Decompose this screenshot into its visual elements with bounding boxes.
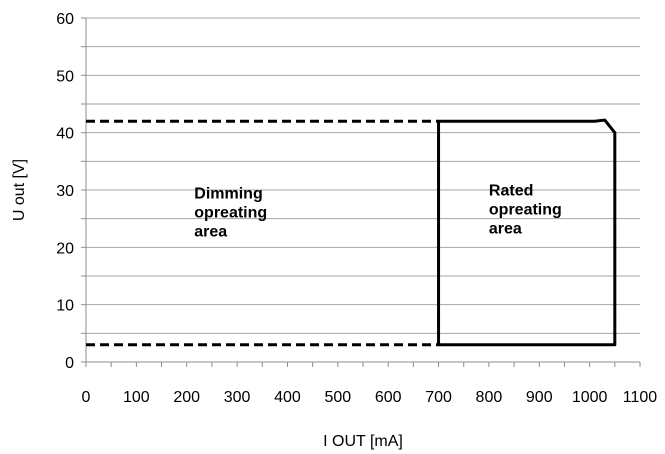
x-tick-label: 1000	[572, 389, 608, 406]
x-tick-label: 900	[526, 389, 553, 406]
x-tick-label: 600	[375, 389, 402, 406]
x-tick-label: 800	[476, 389, 503, 406]
y-tick-label: 40	[56, 126, 74, 143]
y-axis-title: U out [V]	[11, 159, 28, 221]
series-layer	[86, 118, 617, 347]
x-tick-label: 500	[324, 389, 351, 406]
annotation-line: area	[194, 224, 227, 241]
x-tick-label: 1100	[623, 389, 658, 406]
annotation-line: opreating	[489, 202, 562, 219]
annotations: Dimming opreating area Rated opreating area	[194, 183, 562, 241]
x-tick-label: 0	[82, 389, 91, 406]
y-tick-label: 20	[56, 240, 74, 257]
annotation-line: area	[489, 221, 522, 238]
annotation-2: Rated opreating area	[489, 183, 562, 238]
y-tick-label: 50	[56, 68, 74, 85]
annotation-1: Dimming opreating area	[194, 186, 267, 241]
x-tick-label: 700	[425, 389, 452, 406]
y-tick-label: 0	[65, 355, 74, 372]
y-tick-label: 60	[56, 11, 74, 28]
y-tick-label: 30	[56, 183, 74, 200]
x-tick-label: 200	[173, 389, 200, 406]
series-line-3	[437, 118, 617, 347]
annotation-line: opreating	[194, 205, 267, 222]
x-tick-label: 100	[123, 389, 150, 406]
grid	[86, 17, 640, 334]
annotation-line: Dimming	[194, 186, 262, 203]
annotation-line: Rated	[489, 183, 533, 200]
axes	[81, 17, 641, 367]
y-tick-label: 10	[56, 298, 74, 315]
x-axis-title: I OUT [mA]	[323, 433, 403, 450]
x-tick-label: 300	[224, 389, 251, 406]
x-tick-label: 400	[274, 389, 301, 406]
